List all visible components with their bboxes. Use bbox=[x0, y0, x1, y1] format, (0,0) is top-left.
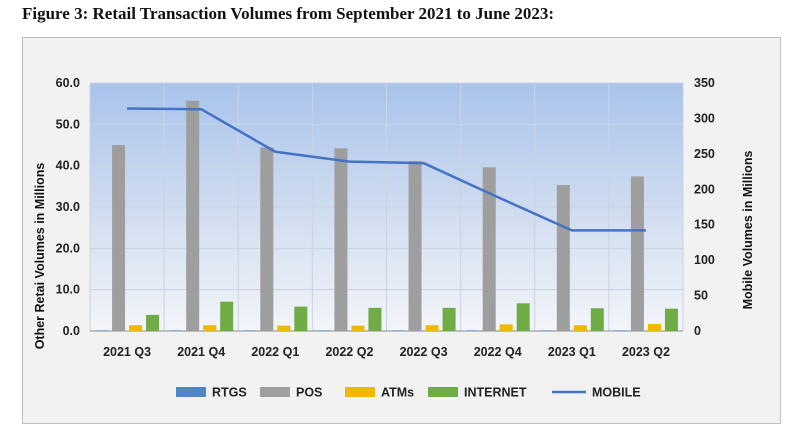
bar-pos bbox=[112, 145, 126, 331]
y2-axis-title: Mobile Volumes in Millions bbox=[741, 151, 755, 310]
y-tick-label: 0.0 bbox=[63, 324, 80, 338]
bar-pos bbox=[556, 185, 570, 331]
x-tick-label: 2023 Q2 bbox=[622, 345, 670, 359]
left-axis-ticks: 0.0 10.0 20.0 30.0 40.0 50.0 60.0 bbox=[56, 76, 80, 338]
bar-pos bbox=[482, 167, 496, 331]
y2-tick-label: 350 bbox=[694, 76, 715, 90]
bar-pos bbox=[630, 176, 644, 331]
bar-pos bbox=[260, 147, 274, 331]
y2-tick-label: 0 bbox=[694, 324, 701, 338]
x-tick-label: 2022 Q4 bbox=[474, 345, 522, 359]
bar-rtgs bbox=[613, 330, 627, 331]
bar-atms bbox=[425, 325, 439, 331]
legend-swatch-rtgs bbox=[176, 387, 206, 397]
right-axis-ticks: 0 50 100 150 200 250 300 350 bbox=[694, 76, 715, 338]
x-tick-label: 2021 Q4 bbox=[177, 345, 225, 359]
x-axis-ticks: 2021 Q3 2021 Q4 2022 Q1 2022 Q2 2022 Q3 2022 … bbox=[103, 345, 670, 359]
bar-internet bbox=[220, 301, 234, 331]
bar-internet bbox=[442, 307, 456, 331]
legend-swatch-internet bbox=[428, 387, 458, 397]
bar-atms bbox=[351, 325, 365, 331]
legend-label-atms: ATMs bbox=[381, 386, 414, 400]
bar-rtgs bbox=[243, 330, 257, 331]
bar-pos bbox=[334, 148, 348, 331]
bar-pos bbox=[408, 161, 422, 331]
bar-atms bbox=[129, 325, 143, 331]
y-tick-label: 50.0 bbox=[56, 117, 80, 131]
bar-pos bbox=[186, 100, 200, 331]
legend-label-internet: INTERNET bbox=[464, 386, 527, 400]
bar-rtgs bbox=[539, 330, 553, 331]
bar-internet bbox=[294, 306, 308, 331]
x-tick-label: 2022 Q3 bbox=[400, 345, 448, 359]
x-tick-label: 2023 Q1 bbox=[548, 345, 596, 359]
x-tick-label: 2022 Q2 bbox=[325, 345, 373, 359]
legend-swatch-atms bbox=[345, 387, 375, 397]
y-tick-label: 40.0 bbox=[56, 159, 80, 173]
bars-group bbox=[95, 100, 678, 331]
bar-atms bbox=[499, 324, 513, 331]
bar-rtgs bbox=[465, 330, 479, 331]
legend-swatch-pos bbox=[260, 387, 290, 397]
y-tick-label: 30.0 bbox=[56, 200, 80, 214]
x-tick-label: 2021 Q3 bbox=[103, 345, 151, 359]
y2-tick-label: 50 bbox=[694, 289, 708, 303]
y2-tick-label: 200 bbox=[694, 182, 715, 196]
y2-tick-label: 300 bbox=[694, 111, 715, 125]
bar-rtgs bbox=[169, 330, 183, 331]
bar-rtgs bbox=[317, 330, 331, 331]
bar-internet bbox=[146, 314, 160, 331]
y-tick-label: 10.0 bbox=[56, 283, 80, 297]
y2-tick-label: 150 bbox=[694, 218, 715, 232]
bar-rtgs bbox=[391, 330, 405, 331]
bar-internet bbox=[368, 307, 382, 331]
bar-internet bbox=[664, 308, 678, 331]
x-tick-label: 2022 Q1 bbox=[251, 345, 299, 359]
bar-atms bbox=[277, 325, 291, 331]
y2-tick-label: 250 bbox=[694, 147, 715, 161]
bar-internet bbox=[590, 308, 604, 331]
y-tick-label: 20.0 bbox=[56, 241, 80, 255]
legend: RTGS POS ATMs INTERNET MOBILE bbox=[176, 386, 641, 400]
bar-atms bbox=[573, 325, 587, 331]
y-tick-label: 60.0 bbox=[56, 76, 80, 90]
bar-atms bbox=[647, 323, 661, 331]
legend-label-pos: POS bbox=[296, 386, 322, 400]
bar-rtgs bbox=[95, 330, 109, 331]
series-line-mobile bbox=[127, 107, 646, 232]
y2-tick-label: 100 bbox=[694, 253, 715, 267]
bar-internet bbox=[516, 303, 530, 331]
y-axis-title: Other Retai Volumes in Millions bbox=[33, 163, 47, 350]
figure-title: Figure 3: Retail Transaction Volumes fro… bbox=[22, 4, 555, 23]
legend-label-mobile: MOBILE bbox=[592, 386, 641, 400]
bar-atms bbox=[203, 325, 217, 331]
legend-label-rtgs: RTGS bbox=[212, 386, 247, 400]
mobile-line-group bbox=[127, 107, 646, 232]
